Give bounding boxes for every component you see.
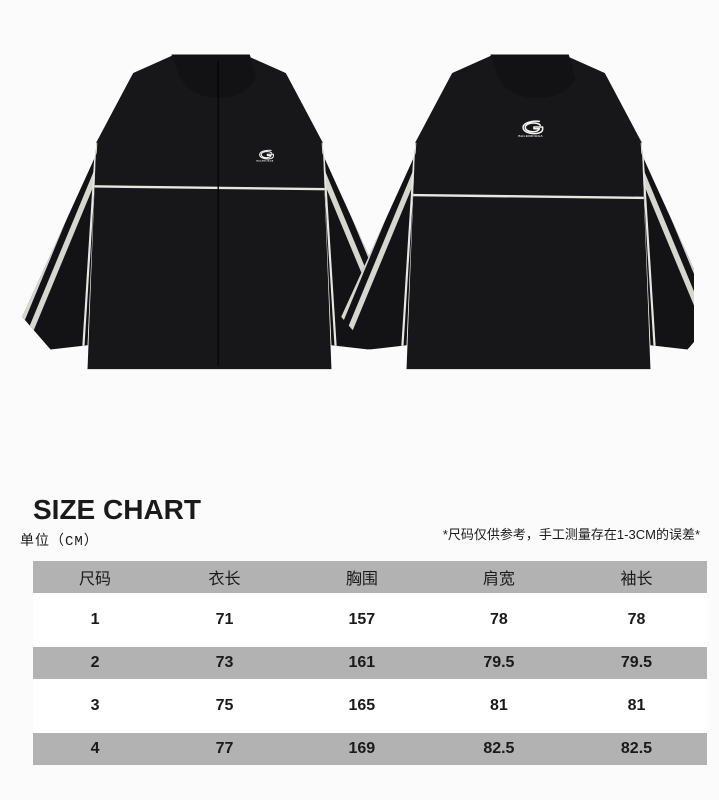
svg-text:BALENCIAGA: BALENCIAGA <box>518 134 543 138</box>
